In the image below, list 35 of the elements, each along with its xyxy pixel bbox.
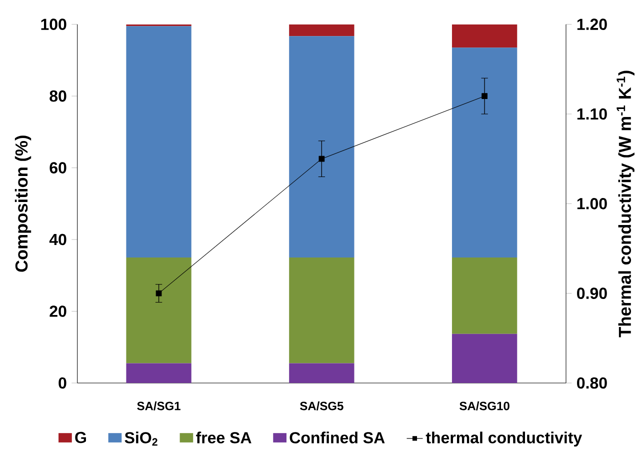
bar — [126, 26, 192, 258]
bar — [452, 48, 518, 258]
y2-tick-label: 1.00 — [577, 198, 607, 210]
legend-label: Confined SA — [290, 432, 385, 444]
y2-axis-title: Thermal conductivity (W m$^{-1}$ K$^{-1}$) — [616, 70, 634, 338]
y-tick-label: 100 — [41, 18, 66, 30]
y-tick-label: 40 — [49, 234, 66, 246]
bar — [452, 334, 518, 384]
bar — [126, 258, 192, 364]
bar — [289, 363, 354, 384]
point — [482, 93, 488, 100]
bar — [452, 258, 518, 334]
y2-tick-label: 0.90 — [577, 288, 607, 300]
y2-tick-label: 0.80 — [577, 378, 607, 389]
y-axis-title: Composition (%) — [14, 136, 32, 272]
legend-label: SiO$_{2}$ — [124, 432, 158, 446]
point — [318, 156, 325, 162]
y-tick-label: 0 — [58, 378, 66, 389]
point — [156, 290, 162, 296]
bar — [289, 36, 354, 258]
bar — [289, 24, 354, 36]
x-tick-label: SA/SG10 — [460, 402, 510, 411]
bar — [452, 24, 518, 48]
y-tick-label: 60 — [50, 162, 66, 174]
bar — [126, 363, 192, 384]
legend-label: free SA — [196, 432, 252, 444]
legend-label: G — [75, 432, 86, 444]
bar — [289, 258, 354, 364]
y-tick-label: 20 — [50, 306, 66, 318]
x-tick-label: SA/SG5 — [300, 402, 344, 411]
y-tick-label: 80 — [50, 90, 66, 102]
x-tick-label: SA/SG1 — [137, 402, 180, 411]
y2-tick-label: 1.20 — [577, 18, 607, 30]
legend-label: thermal conductivity — [426, 432, 582, 447]
y2-tick-label: 1.10 — [577, 108, 607, 120]
